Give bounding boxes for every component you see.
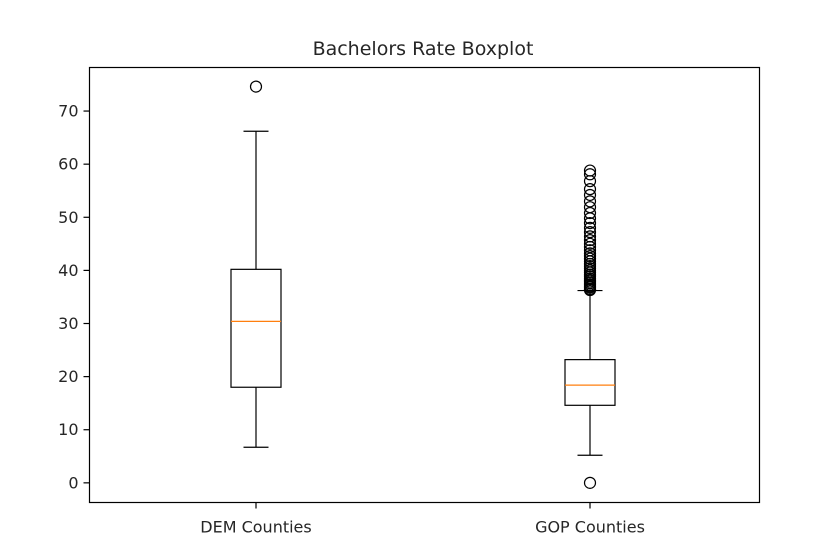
axes-frame [88,66,761,504]
outlier-point [583,230,597,243]
outlier-point [583,237,597,250]
y-tick-label: 30 [58,314,78,333]
y-tick-label: 10 [58,420,78,439]
x-tick-label: GOP Counties [535,518,645,537]
outlier-point [583,195,597,208]
outlier-point [249,80,263,93]
y-tick-label: 70 [58,102,78,121]
y-tick-label: 20 [58,367,78,386]
y-tick-label: 60 [58,155,78,174]
outlier-point [583,247,597,260]
outlier-point [583,226,597,239]
y-tick-label: 0 [68,473,78,492]
outlier-point [583,183,597,196]
outlier-point [583,217,597,230]
outlier-point [583,168,597,181]
outlier-point [583,234,597,247]
outlier-point [583,249,597,263]
outlier-point [583,221,597,235]
outlier-point [583,252,597,265]
outlier-point [583,206,597,220]
box-iqr [230,268,282,388]
x-tick-label: DEM Counties [200,518,311,537]
y-tick-label: 50 [58,208,78,227]
outlier-point [583,476,597,489]
chart-title: Bachelors Rate Boxplot [313,38,534,60]
outlier-point [583,244,597,257]
outlier-point [583,164,597,177]
outlier-point [583,201,597,214]
y-tick-label: 40 [58,261,78,280]
box-iqr [564,359,616,406]
outlier-point [583,188,597,202]
plot-area: 0 10 20 30 40 50 60 70 DEM Counties GOP Counties [58,80,645,537]
